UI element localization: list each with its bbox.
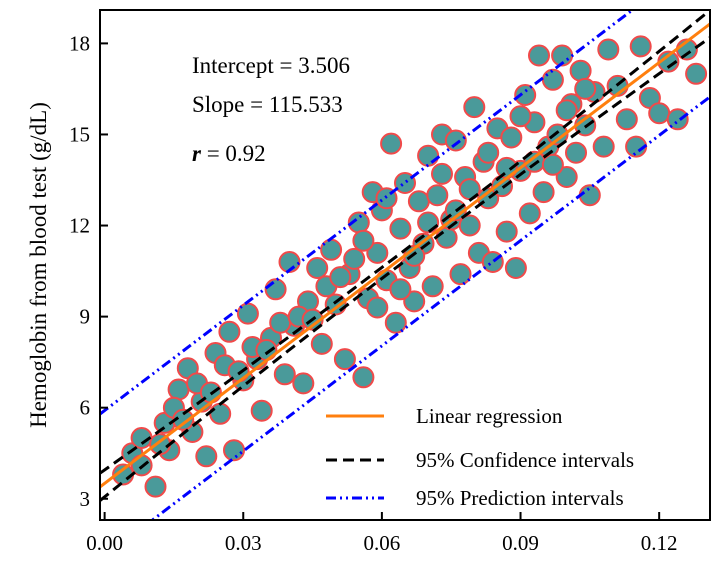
data-point	[574, 77, 597, 100]
fit-lines	[100, 10, 710, 520]
confidence-upper-line	[100, 10, 710, 475]
data-point	[366, 241, 389, 264]
data-point	[569, 59, 592, 82]
data-point	[541, 68, 564, 91]
data-point	[546, 123, 569, 146]
prediction-upper-line	[100, 10, 635, 416]
regression-line	[100, 22, 710, 489]
data-point	[333, 348, 356, 371]
data-point	[209, 402, 232, 425]
data-point	[306, 257, 329, 279]
data-point	[292, 372, 315, 395]
data-point	[449, 263, 472, 286]
y-axis-title: Hemoglobin from blood test (g/dL)	[26, 102, 51, 428]
slope-text: Slope = 115.533	[192, 92, 343, 117]
data-point	[592, 135, 615, 158]
data-point	[417, 144, 440, 167]
data-point	[417, 211, 440, 234]
data-point	[250, 399, 273, 422]
data-point	[629, 35, 652, 58]
data-point	[685, 62, 708, 85]
prediction-lower-line	[149, 95, 710, 520]
legend: Linear regression 95% Confidence interva…	[326, 404, 634, 510]
x-tick-label: 0.03	[225, 531, 262, 555]
data-point	[421, 275, 444, 298]
data-point	[555, 166, 578, 188]
data-point	[532, 181, 555, 204]
data-point	[144, 475, 167, 498]
data-point	[352, 229, 375, 252]
data-point	[495, 220, 518, 243]
data-point	[343, 247, 366, 270]
data-point	[477, 141, 500, 164]
data-point	[366, 296, 389, 319]
data-point	[310, 332, 333, 355]
x-tick-label: 0.06	[364, 531, 401, 555]
data-point	[555, 99, 578, 122]
r-value: = 0.92	[201, 141, 266, 166]
x-tick-label: 0.00	[86, 531, 123, 555]
data-point	[384, 311, 407, 334]
data-point	[389, 278, 412, 301]
data-point	[329, 266, 352, 289]
data-point	[403, 290, 426, 313]
data-point	[320, 238, 343, 261]
data-point	[500, 126, 523, 149]
data-point	[167, 378, 190, 401]
axis-ticks: 0.00 0.03 0.06 0.09 0.12 3 6 9 12 15 18	[69, 31, 678, 555]
data-point	[615, 108, 638, 131]
data-point	[648, 102, 671, 125]
data-point	[518, 202, 541, 225]
x-tick-label: 0.09	[502, 531, 539, 555]
r-symbol: r	[192, 141, 202, 166]
y-tick-label: 3	[80, 487, 91, 511]
data-point	[541, 153, 564, 176]
r-text: r = 0.92	[192, 141, 266, 166]
data-point	[195, 445, 218, 468]
y-tick-label: 6	[80, 396, 91, 420]
data-point	[264, 278, 287, 301]
plot-frame	[99, 9, 711, 521]
data-point	[504, 257, 527, 279]
data-point	[407, 190, 430, 213]
intercept-text: Intercept = 3.506	[192, 53, 350, 78]
data-point	[458, 214, 481, 237]
data-point	[509, 105, 532, 128]
data-point	[666, 108, 689, 131]
data-point	[269, 311, 292, 334]
data-point	[565, 141, 587, 164]
x-tick-label: 0.12	[641, 531, 678, 555]
data-point	[218, 320, 241, 343]
data-point	[223, 439, 245, 462]
data-point	[444, 129, 467, 152]
y-tick-label: 18	[69, 31, 90, 55]
data-point	[528, 44, 550, 67]
data-point	[431, 162, 453, 185]
stats-annotation: Intercept = 3.506 Slope = 115.533 r = 0.…	[192, 53, 350, 166]
legend-label-regression: Linear regression	[416, 404, 563, 428]
y-tick-label: 15	[69, 122, 90, 146]
data-point	[514, 84, 537, 106]
data-point	[273, 363, 296, 386]
data-point	[389, 217, 412, 240]
y-tick-label: 12	[69, 214, 90, 238]
data-point	[352, 366, 375, 389]
data-point	[380, 132, 403, 155]
data-point	[597, 38, 620, 61]
data-point	[394, 172, 416, 194]
y-tick-label: 9	[80, 305, 91, 329]
legend-label-prediction: 95% Prediction intervals	[416, 486, 624, 510]
legend-label-confidence: 95% Confidence intervals	[416, 448, 634, 472]
data-point	[463, 96, 486, 119]
data-point	[426, 184, 449, 207]
